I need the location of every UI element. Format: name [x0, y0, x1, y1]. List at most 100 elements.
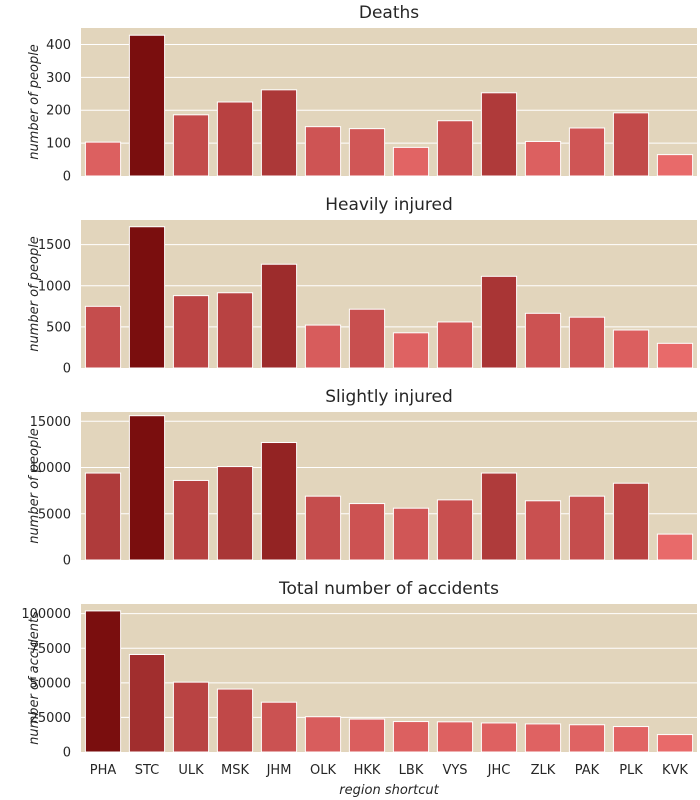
x-tick-label: PAK — [575, 763, 600, 778]
x-tick-label: HKK — [354, 763, 381, 778]
y-axis-label: number of people — [27, 428, 42, 544]
chart-panel-1: 0 500 1000 1500 Heavily injured number of peo… — [27, 195, 697, 377]
bar-msk — [216, 101, 254, 177]
y-tick-label: 5000 — [38, 507, 71, 522]
chart-title: Deaths — [359, 3, 419, 23]
bar-ulk — [172, 114, 210, 177]
bar-msk — [216, 292, 254, 369]
bar-jhc — [480, 92, 518, 177]
bar-pak — [568, 495, 606, 561]
bar-kvk — [656, 342, 694, 369]
x-tick-label: ZLK — [531, 763, 556, 778]
y-tick-label: 0 — [63, 554, 71, 569]
bar-pak — [568, 127, 606, 177]
y-tick-label: 300 — [46, 71, 71, 86]
y-tick-label: 10000 — [30, 461, 71, 476]
bar-stc — [128, 653, 166, 753]
y-tick-label: 200 — [46, 104, 71, 119]
x-tick-label: PLK — [619, 763, 643, 778]
bar-zlk — [524, 140, 562, 177]
y-axis-label: number of people — [27, 236, 42, 352]
bar-msk — [216, 688, 254, 753]
bar-hkk — [348, 718, 386, 753]
y-tick-label: 100 — [46, 137, 71, 152]
bar-hkk — [348, 128, 386, 177]
bar-jhm — [260, 89, 298, 177]
bar-hkk — [348, 503, 386, 561]
y-tick-label: 0 — [63, 362, 71, 377]
y-tick-label: 50000 — [30, 676, 71, 691]
y-tick-label: 1000 — [38, 279, 71, 294]
bar-pak — [568, 724, 606, 753]
x-tick-label: STC — [135, 763, 160, 778]
bar-plk — [612, 112, 650, 177]
y-axis-label: number of people — [27, 44, 42, 160]
bar-olk — [304, 495, 342, 561]
y-tick-label: 400 — [46, 38, 71, 53]
y-axis-label: number of accidents — [27, 611, 42, 745]
x-tick-label: KVK — [662, 763, 688, 778]
chart-title: Total number of accidents — [278, 579, 499, 599]
bar-olk — [304, 324, 342, 369]
bar-zlk — [524, 312, 562, 369]
bar-lbk — [392, 721, 430, 753]
bar-vys — [436, 499, 474, 561]
chart-panel-0: 0 100 200 300 400 Deaths number of people — [27, 3, 697, 185]
x-tick-label: VYS — [442, 763, 467, 778]
bar-jhm — [260, 263, 298, 369]
bar-plk — [612, 726, 650, 753]
bar-stc — [128, 226, 166, 369]
bar-vys — [436, 120, 474, 177]
bar-jhc — [480, 472, 518, 561]
x-tick-label: JHC — [487, 763, 511, 778]
x-tick-label: MSK — [221, 763, 249, 778]
bar-vys — [436, 321, 474, 369]
chart-title: Heavily injured — [325, 195, 453, 215]
x-tick-label: ULK — [178, 763, 204, 778]
bar-ulk — [172, 479, 210, 561]
bar-plk — [612, 482, 650, 561]
bar-jhm — [260, 701, 298, 753]
bar-pak — [568, 316, 606, 369]
bar-pha — [84, 141, 122, 177]
bar-hkk — [348, 308, 386, 369]
y-tick-label: 0 — [63, 746, 71, 761]
bar-zlk — [524, 723, 562, 753]
y-tick-label: 75000 — [30, 642, 71, 657]
bar-msk — [216, 466, 254, 561]
bar-plk — [612, 329, 650, 369]
x-tick-label: PHA — [90, 763, 117, 778]
bar-kvk — [656, 533, 694, 561]
bar-pha — [84, 610, 122, 753]
x-tick-label: LBK — [399, 763, 424, 778]
y-tick-label: 0 — [63, 170, 71, 185]
bar-olk — [304, 126, 342, 177]
bar-lbk — [392, 507, 430, 561]
bar-vys — [436, 721, 474, 753]
bar-jhc — [480, 275, 518, 369]
bar-jhc — [480, 722, 518, 753]
x-tick-label: OLK — [310, 763, 336, 778]
bar-pha — [84, 472, 122, 561]
x-tick-label: JHM — [266, 763, 292, 778]
y-tick-label: 25000 — [30, 711, 71, 726]
bar-stc — [128, 415, 166, 561]
bar-pha — [84, 305, 122, 369]
bar-lbk — [392, 146, 430, 177]
bar-ulk — [172, 681, 210, 753]
bar-jhm — [260, 442, 298, 561]
bar-zlk — [524, 500, 562, 561]
bar-lbk — [392, 332, 430, 369]
chart-panel-2: 0 5000 10000 15000 Slightly injured number of… — [27, 387, 697, 569]
y-tick-label: 500 — [46, 320, 71, 335]
y-tick-label: 15000 — [30, 415, 71, 430]
bar-stc — [128, 34, 166, 177]
y-tick-label: 1500 — [38, 238, 71, 253]
y-tick-label: 100000 — [21, 607, 71, 622]
bar-kvk — [656, 734, 694, 753]
chart-panel-3: 0 25000 50000 75000 100000 Total number of ac… — [21, 579, 697, 798]
bar-olk — [304, 716, 342, 753]
x-axis-label: region shortcut — [339, 783, 439, 798]
chart-title: Slightly injured — [325, 387, 453, 407]
